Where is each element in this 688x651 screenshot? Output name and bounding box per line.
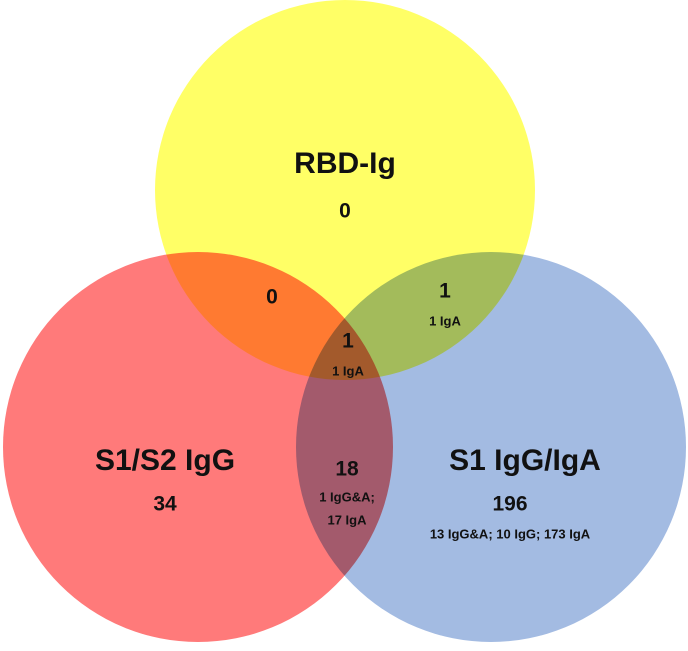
overlap-count: 1 [342,330,354,353]
overlap-detail: 17 IgA [327,512,367,527]
overlap-count: 0 [266,286,278,309]
overlap-detail: 1 IgA [429,313,461,328]
overlap-count: 1 [439,280,451,303]
circles [3,0,686,642]
set-label: S1/S2 IgG [95,444,235,477]
set-label: RBD-Ig [294,147,396,180]
s1-circle [296,252,686,642]
set-count: 0 [339,200,351,223]
set-label: S1 IgG/IgA [449,444,601,477]
set-detail: 13 IgG&A; 10 IgG; 173 IgA [430,526,591,541]
overlap-detail: 1 IgG&A; [319,489,375,504]
set-count: 34 [153,493,177,516]
set-count: 196 [492,493,527,516]
overlap-count: 18 [335,458,359,481]
overlap-detail: 1 IgA [332,363,364,378]
s1s2-circle [3,252,393,642]
